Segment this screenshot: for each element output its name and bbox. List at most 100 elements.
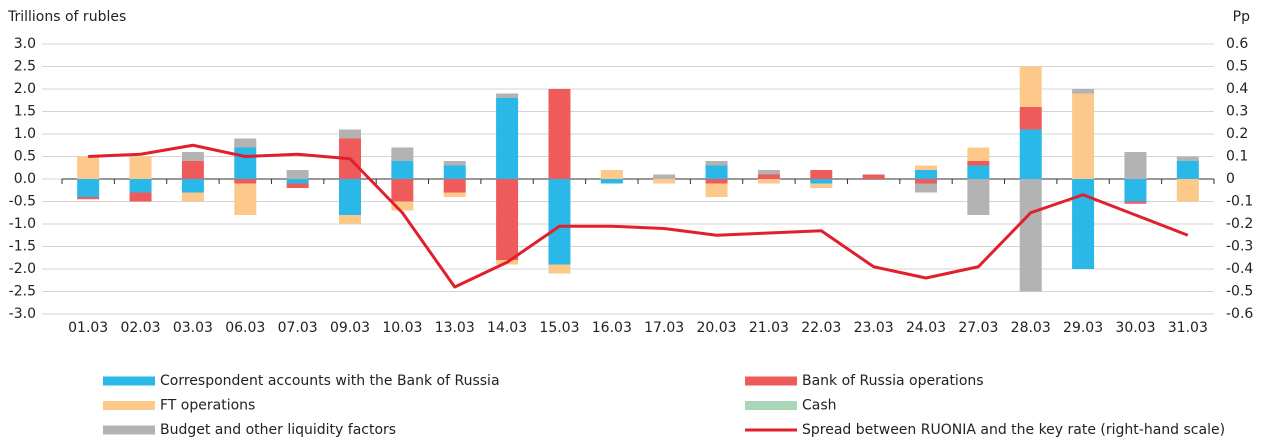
x-tick-label: 27.03 [958,320,998,336]
bar-segment [915,183,937,193]
y-tick-label: -1.5 [9,239,36,255]
x-tick-label: 28.03 [1011,320,1051,336]
x-tick-label: 30.03 [1115,320,1155,336]
bar-segment [1019,179,1042,292]
bar-segment [1072,93,1095,179]
bar-segment [1019,66,1042,107]
x-tick-label: 15.03 [539,320,579,336]
bar-segment [915,179,937,184]
y2-tick-label: 0.5 [1226,59,1248,75]
bar-segment [810,183,833,188]
x-tick-label: 01.03 [68,320,108,336]
bar-segment [1124,152,1147,179]
bar-segment [600,170,623,179]
x-tick-label: 07.03 [278,320,318,336]
y-tick-label: 2.5 [14,59,36,75]
x-tick-label: 13.03 [435,320,475,336]
x-tick-label: 09.03 [330,320,370,336]
bar-segment [339,129,361,139]
bar-segment [810,170,833,179]
x-tick-label: 16.03 [592,320,632,336]
x-tick-label: 21.03 [749,320,789,336]
bar-segment [1176,161,1199,179]
bar-segment [443,192,466,197]
bar-segment [810,179,833,184]
y2-tick-label: -0.6 [1226,306,1253,322]
bar-segment [967,165,990,179]
bar-segment [391,161,414,179]
y2-tick-label: -0.2 [1226,216,1253,232]
bar-segment [181,192,204,202]
bar-segment [653,179,676,184]
y-tick-label: 1.0 [14,126,36,142]
bar-segment [548,89,571,179]
bar-segment [443,179,466,193]
y-tick-label: -0.5 [9,194,36,210]
y-tick-label: 2.0 [14,81,36,97]
legend-label: Bank of Russia operations [802,373,984,389]
x-tick-label: 14.03 [487,320,527,336]
x-tick-label: 29.03 [1063,320,1103,336]
y2-tick-label: -0.1 [1226,194,1253,210]
y-tick-label: -2.5 [9,284,36,300]
bar-segment [548,179,571,265]
legend-swatch [745,401,797,410]
bar-segment [77,197,100,200]
bar-segment [862,174,885,179]
bar-segment [234,147,257,179]
x-tick-label: 02.03 [120,320,160,336]
y-tick-label: 3.0 [14,36,36,52]
bar-segment [181,161,204,179]
x-tick-label: 10.03 [382,320,422,336]
y-axis-label: Trillions of rubles [7,9,126,25]
y2-tick-label: 0 [1226,171,1235,187]
x-tick-label: 03.03 [173,320,213,336]
bar-segment [77,179,100,197]
bar-segment [234,179,257,184]
x-tick-label: 23.03 [854,320,894,336]
bar-segment [1019,129,1042,179]
y-tick-label: 0.0 [14,171,36,187]
bar-segment [129,192,152,202]
x-tick-label: 06.03 [225,320,265,336]
y2-tick-label: -0.3 [1226,239,1253,255]
bar-segment [496,98,519,179]
bar-segment [496,93,519,98]
y-tick-label: 0.5 [14,149,36,165]
bar-segment [443,165,466,179]
bar-segment [705,165,728,179]
bar-segment [757,170,780,175]
y2-tick-label: -0.4 [1226,261,1253,277]
bar-segment [286,170,309,179]
bar-segment [548,264,571,274]
y2-tick-label: 0.1 [1226,149,1248,165]
y2-tick-label: -0.5 [1226,284,1253,300]
x-tick-label: 24.03 [906,320,946,336]
bar-segment [1124,179,1147,202]
legend-swatch [103,401,155,410]
bar-segment [339,179,361,215]
bar-segment [915,165,937,170]
bar-segment [1176,156,1199,161]
y-tick-label: -2.0 [9,261,36,277]
y2-axis-label: Pp [1233,9,1250,25]
bar-segment [1176,179,1199,202]
bar-segment [705,179,728,184]
bar-segment [967,147,990,161]
bar-segment [443,161,466,166]
y2-tick-label: 0.6 [1226,36,1248,52]
bar-segment [705,183,728,197]
y-tick-label: 1.5 [14,104,36,120]
legend-swatch [103,376,155,386]
legend-swatch [745,376,797,386]
legend-label: Budget and other liquidity factors [160,422,396,438]
bar-segment [1072,179,1095,269]
y-tick-label: -3.0 [9,306,36,322]
bar-segment [496,179,519,260]
bar-segment [286,183,309,188]
bar-segment [915,170,937,179]
bar-segment [1124,201,1147,204]
bar-segment [391,179,414,202]
bar-segment [705,161,728,166]
